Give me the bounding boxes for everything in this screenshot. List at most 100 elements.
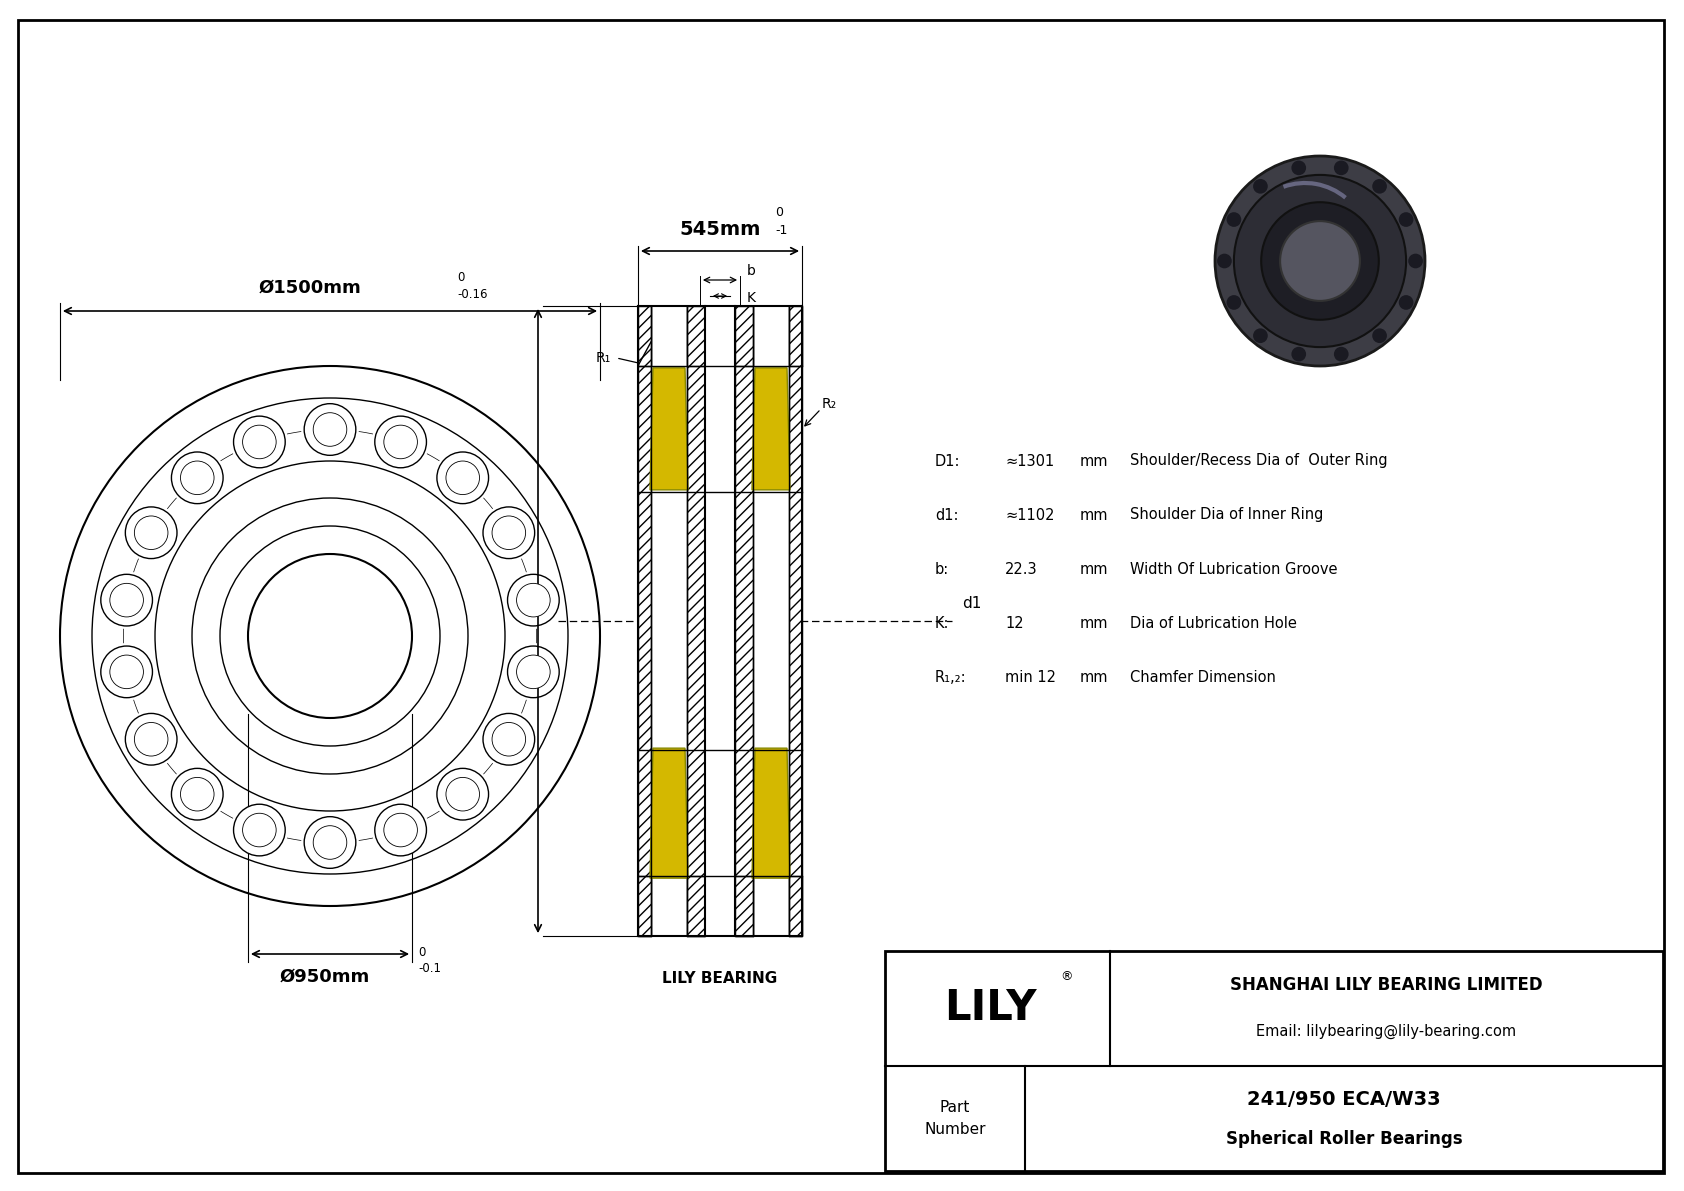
Circle shape	[507, 646, 559, 698]
Circle shape	[93, 398, 568, 874]
Bar	[687, 306, 706, 936]
Text: ≈1301: ≈1301	[1005, 454, 1054, 468]
Circle shape	[384, 813, 418, 847]
Circle shape	[1334, 347, 1349, 362]
Text: R₂: R₂	[822, 397, 837, 411]
Circle shape	[517, 584, 551, 617]
Circle shape	[483, 507, 534, 559]
Text: K:: K:	[935, 616, 950, 630]
Text: d1: d1	[962, 596, 982, 611]
Circle shape	[305, 817, 355, 868]
Circle shape	[109, 655, 143, 688]
Text: Width Of Lubrication Groove: Width Of Lubrication Groove	[1130, 561, 1337, 576]
Text: d1:: d1:	[935, 507, 958, 523]
Text: 241/950 ECA/W33: 241/950 ECA/W33	[1248, 1090, 1442, 1109]
Circle shape	[221, 526, 440, 746]
Polygon shape	[753, 368, 790, 490]
Polygon shape	[650, 748, 689, 878]
Bar	[734, 877, 753, 936]
Circle shape	[436, 768, 488, 821]
Circle shape	[1292, 347, 1307, 362]
Bar	[790, 877, 802, 936]
Text: -0.1: -0.1	[418, 962, 441, 975]
Circle shape	[1408, 254, 1423, 268]
Circle shape	[305, 404, 355, 455]
Text: Spherical Roller Bearings: Spherical Roller Bearings	[1226, 1130, 1462, 1148]
Polygon shape	[753, 748, 790, 878]
Circle shape	[101, 574, 153, 626]
Circle shape	[483, 713, 534, 765]
Bar	[734, 306, 753, 366]
Text: 12: 12	[1005, 616, 1024, 630]
Bar	[886, 950, 1664, 1171]
Text: Dia of Lubrication Hole: Dia of Lubrication Hole	[1130, 616, 1297, 630]
Circle shape	[376, 416, 426, 468]
Text: R₁,₂:: R₁,₂:	[935, 669, 967, 685]
Text: ≈1102: ≈1102	[1005, 507, 1054, 523]
Text: mm: mm	[1079, 561, 1108, 576]
Bar	[638, 877, 652, 936]
Circle shape	[1218, 254, 1231, 268]
Circle shape	[135, 516, 168, 549]
Text: mm: mm	[1079, 507, 1108, 523]
Text: Ø950mm: Ø950mm	[280, 968, 370, 986]
Text: LILY: LILY	[945, 987, 1037, 1029]
Circle shape	[234, 416, 285, 468]
Circle shape	[1253, 179, 1268, 194]
Text: SHANGHAI LILY BEARING LIMITED: SHANGHAI LILY BEARING LIMITED	[1231, 977, 1543, 994]
Text: Chamfer Dimension: Chamfer Dimension	[1130, 669, 1276, 685]
Text: Shoulder Dia of Inner Ring: Shoulder Dia of Inner Ring	[1130, 507, 1324, 523]
Circle shape	[242, 425, 276, 459]
Text: 545mm: 545mm	[679, 220, 761, 239]
Text: -0.16: -0.16	[456, 288, 487, 301]
Text: Email: lilybearing@lily-bearing.com: Email: lilybearing@lily-bearing.com	[1256, 1024, 1517, 1039]
Circle shape	[125, 507, 177, 559]
Circle shape	[1372, 329, 1388, 343]
Circle shape	[1292, 161, 1307, 175]
Circle shape	[436, 451, 488, 504]
Bar	[687, 877, 706, 936]
Bar	[706, 306, 734, 936]
Text: Part
Number: Part Number	[925, 1100, 985, 1137]
Circle shape	[1399, 295, 1413, 310]
Bar	[734, 306, 753, 936]
Circle shape	[1253, 329, 1268, 343]
Circle shape	[1226, 212, 1241, 227]
Circle shape	[376, 804, 426, 856]
Circle shape	[172, 451, 222, 504]
Circle shape	[446, 778, 480, 811]
Bar	[790, 306, 802, 366]
Text: 0: 0	[456, 272, 465, 283]
Circle shape	[1214, 156, 1425, 366]
Circle shape	[109, 584, 143, 617]
Circle shape	[1399, 212, 1413, 227]
Circle shape	[313, 825, 347, 859]
Bar	[638, 306, 652, 366]
Text: Ø1500mm: Ø1500mm	[259, 279, 362, 297]
Circle shape	[1261, 202, 1379, 320]
Polygon shape	[650, 368, 689, 490]
Circle shape	[192, 498, 468, 774]
Circle shape	[1280, 222, 1361, 301]
Text: b: b	[748, 264, 756, 278]
Text: -1: -1	[775, 224, 788, 237]
Circle shape	[1372, 179, 1388, 194]
Circle shape	[242, 813, 276, 847]
Bar	[652, 306, 790, 936]
Text: 22.3: 22.3	[1005, 561, 1037, 576]
Text: mm: mm	[1079, 454, 1108, 468]
Circle shape	[517, 655, 551, 688]
Text: D1: D1	[527, 596, 547, 611]
Text: Shoulder/Recess Dia of  Outer Ring: Shoulder/Recess Dia of Outer Ring	[1130, 454, 1388, 468]
Text: R₁: R₁	[596, 351, 611, 364]
Circle shape	[507, 574, 559, 626]
Text: ®: ®	[1061, 969, 1073, 983]
Circle shape	[155, 461, 505, 811]
Text: mm: mm	[1079, 669, 1108, 685]
Bar	[790, 306, 802, 936]
Circle shape	[384, 425, 418, 459]
Text: D1:: D1:	[935, 454, 960, 468]
Circle shape	[234, 804, 285, 856]
Bar	[687, 306, 706, 366]
Circle shape	[492, 516, 525, 549]
